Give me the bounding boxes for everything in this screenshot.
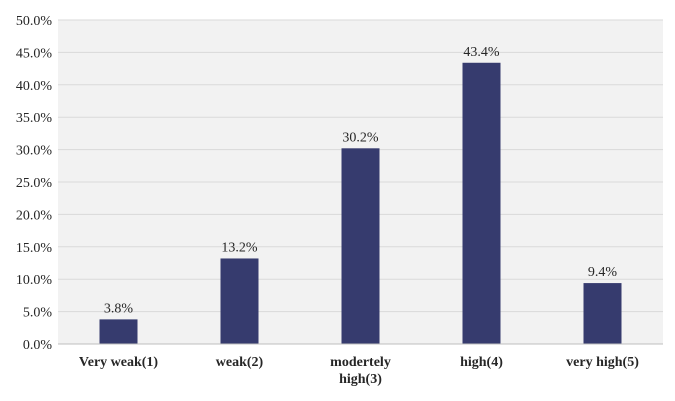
x-axis-categories: Very weak(1) weak(2) modertely high(3) high(… <box>79 355 639 387</box>
y-tick-label: 10.0% <box>16 273 53 288</box>
data-labels: 3.8% 13.2% 30.2% 43.4% 9.4% <box>104 45 618 317</box>
x-tick-label: modertely <box>330 355 391 370</box>
x-tick-label: high(3) <box>339 372 382 387</box>
x-tick-label: weak(2) <box>216 355 264 370</box>
bar <box>583 283 622 344</box>
data-label: 9.4% <box>588 265 618 280</box>
y-tick-label: 50.0% <box>16 14 53 29</box>
x-tick-label: very high(5) <box>566 355 639 370</box>
y-tick-label: 5.0% <box>23 306 53 321</box>
bar <box>99 319 138 344</box>
x-tick-label: high(4) <box>460 355 503 370</box>
bar <box>462 62 501 344</box>
data-label: 43.4% <box>463 45 500 60</box>
y-tick-label: 30.0% <box>16 144 53 159</box>
y-tick-label: 15.0% <box>16 241 53 256</box>
y-tick-label: 0.0% <box>23 338 53 353</box>
bar <box>220 258 259 344</box>
bar <box>341 148 380 344</box>
y-tick-label: 35.0% <box>16 111 53 126</box>
y-tick-label: 25.0% <box>16 176 53 191</box>
y-axis-ticks: 0.0% 5.0% 10.0% 15.0% 20.0% 25.0% 30.0% 35.0% 40… <box>16 14 53 353</box>
y-tick-label: 20.0% <box>16 208 53 223</box>
y-tick-label: 45.0% <box>16 46 53 61</box>
y-tick-label: 40.0% <box>16 79 53 94</box>
data-label: 13.2% <box>221 240 258 255</box>
x-tick-label: Very weak(1) <box>79 355 159 370</box>
bars <box>99 62 622 344</box>
data-label: 30.2% <box>342 130 379 145</box>
data-label: 3.8% <box>104 301 134 316</box>
